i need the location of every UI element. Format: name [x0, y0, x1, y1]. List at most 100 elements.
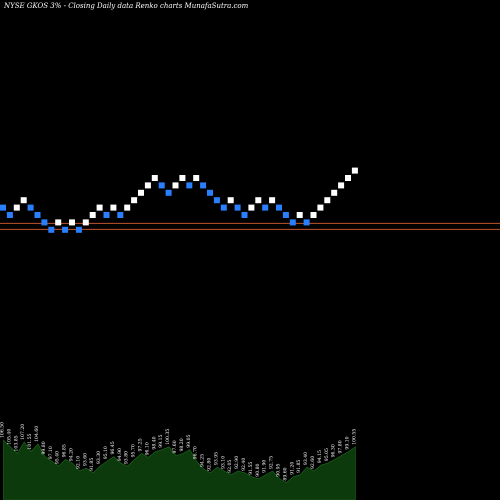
volume-label: 92.75: [269, 456, 275, 469]
renko-brick-up: [13, 204, 20, 211]
renko-brick-down: [262, 204, 269, 211]
volume-label: 95.05: [324, 448, 330, 461]
volume-label: 93.30: [96, 451, 102, 464]
volume-label: 95.70: [131, 444, 137, 457]
volume-label: 91.20: [289, 462, 295, 475]
volume-label: 97.25: [138, 438, 144, 451]
renko-brick-up: [110, 204, 117, 211]
volume-label: 92.40: [241, 458, 247, 471]
volume-label: 97.80: [338, 440, 344, 453]
volume-label: 92.80: [207, 458, 213, 471]
volume-label: 95.10: [103, 446, 109, 459]
volume-label: 91.55: [248, 462, 254, 475]
renko-brick-up: [345, 175, 351, 181]
renko-brick-down: [48, 226, 55, 233]
volume-label: 92.10: [75, 456, 81, 469]
renko-brick-down: [289, 219, 296, 226]
volume-label: 90.80: [255, 463, 261, 476]
volume-label: 93.60: [82, 453, 88, 466]
renko-brick-up: [55, 219, 62, 226]
volume-label: 103.85: [13, 435, 19, 451]
renko-brick-up: [82, 219, 89, 226]
renko-brick-down: [62, 226, 69, 233]
renko-brick-down: [276, 204, 282, 211]
renko-brick-down: [303, 219, 310, 226]
renko-brick-up: [144, 182, 151, 189]
renko-brick-down: [75, 226, 82, 233]
volume-label: 96.70: [193, 446, 199, 459]
renko-brick-up: [96, 204, 103, 211]
volume-label: 107.20: [20, 424, 26, 440]
volume-label: 106.50: [0, 422, 6, 438]
volume-label: 97.10: [48, 446, 54, 459]
volume-label: 105.40: [6, 429, 12, 445]
renko-brick-down: [41, 219, 48, 226]
volume-label: 95.40: [55, 451, 61, 464]
volume-label: 98.20: [179, 438, 185, 451]
renko-brick-down: [213, 197, 220, 204]
renko-brick-up: [172, 182, 179, 189]
volume-label: 96.30: [331, 444, 337, 457]
volume-label: 93.95: [213, 452, 219, 465]
renko-brick-up: [124, 204, 131, 211]
renko-brick-up: [20, 197, 27, 204]
renko-brick-up: [138, 189, 144, 196]
renko-brick-up: [69, 219, 75, 226]
volume-label: 100.55: [351, 429, 357, 445]
volume-label: 91.85: [296, 460, 302, 473]
renko-brick-up: [269, 197, 276, 204]
renko-brick-up: [248, 204, 255, 211]
volume-label: 99.80: [41, 441, 47, 454]
renko-brick-up: [331, 189, 338, 196]
volume-label: 91.85: [89, 458, 95, 471]
volume-label: 93.40: [303, 452, 309, 465]
renko-brick-down: [186, 182, 193, 189]
renko-brick-up: [227, 197, 234, 204]
renko-brick-down: [200, 182, 207, 189]
volume-label: 89.60: [282, 467, 288, 480]
renko-brick-up: [255, 197, 262, 204]
volume-label: 104.60: [34, 426, 40, 442]
volume-label: 92.90: [234, 456, 240, 469]
renko-brick-down: [27, 204, 34, 211]
volume-label: 94.15: [317, 450, 323, 463]
volume-label: 99.15: [158, 434, 164, 447]
chart-title: NYSE GKOS 3% - Closing Daily data Renko …: [3, 2, 249, 10]
renko-brick-up: [338, 182, 345, 189]
renko-brick-up: [324, 197, 331, 204]
renko-brick-down: [117, 212, 124, 218]
renko-brick-down: [103, 212, 110, 218]
renko-brick-up: [193, 175, 200, 181]
renko-brick-up: [89, 212, 96, 218]
renko-brick-up: [151, 175, 158, 181]
volume-label: 98.40: [151, 436, 157, 449]
renko-brick-down: [6, 212, 13, 218]
renko-brick-down: [34, 212, 41, 218]
renko-brick-down: [234, 204, 241, 211]
renko-brick-up: [179, 175, 186, 181]
renko-brick-down: [207, 189, 213, 196]
renko-brick-down: [0, 204, 6, 211]
renko-brick-up: [310, 212, 317, 218]
renko-brick-up: [317, 204, 324, 211]
renko-brick-down: [158, 182, 165, 189]
renko-brick-down: [165, 189, 172, 196]
volume-label: 96.85: [62, 444, 68, 457]
volume-label: 91.90: [262, 460, 268, 473]
volume-label: 92.60: [310, 456, 316, 469]
volume-area: [3, 439, 356, 500]
volume-label: 90.95: [276, 463, 282, 476]
volume-label: 99.10: [345, 436, 351, 449]
volume-label: 99.05: [186, 434, 192, 447]
volume-label: 94.90: [117, 448, 123, 461]
volume-label: 94.25: [200, 454, 206, 467]
renko-brick-down: [282, 212, 289, 218]
volume-label: 101.55: [27, 433, 33, 449]
renko-brick-up: [131, 197, 138, 204]
renko-brick-up: [351, 167, 358, 174]
renko-brick-down: [220, 204, 227, 211]
volume-label: 100.35: [165, 429, 171, 445]
